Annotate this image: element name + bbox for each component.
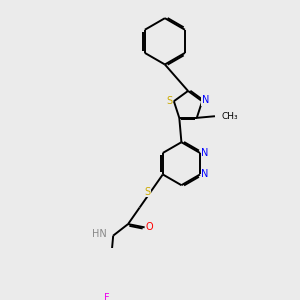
Text: CH₃: CH₃ — [222, 112, 238, 121]
Text: N: N — [201, 169, 209, 179]
Text: S: S — [167, 96, 173, 106]
Text: S: S — [144, 187, 150, 197]
Text: O: O — [146, 222, 153, 233]
Text: F: F — [104, 293, 110, 300]
Text: N: N — [202, 95, 209, 105]
Text: N: N — [201, 148, 209, 158]
Text: HN: HN — [92, 229, 106, 239]
